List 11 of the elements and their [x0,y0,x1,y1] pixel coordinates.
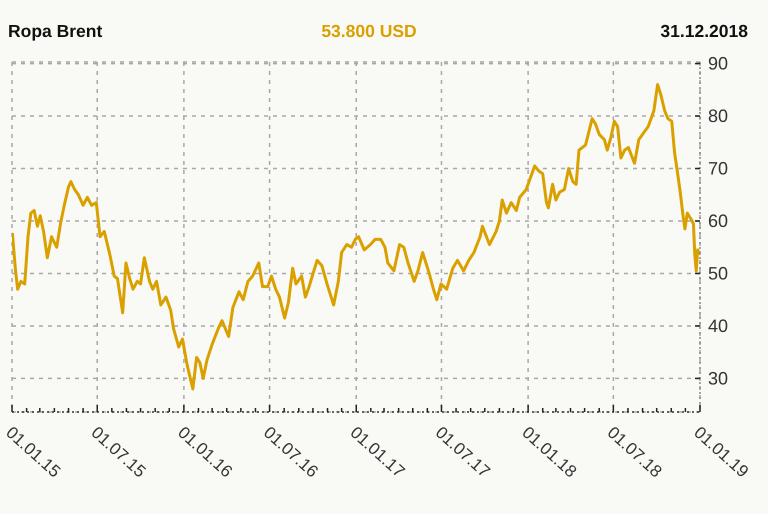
chart-subtitle: 53.800 USD [320,21,418,41]
y-tick-label: 60 [708,210,728,231]
y-tick-label: 80 [708,106,728,126]
text: 31.12.2018 [660,21,748,41]
line-series [12,83,700,390]
y-tick-label: 70 [708,158,728,179]
y-tick-label: 90 [708,54,728,74]
y-tick-label: 30 [708,368,728,388]
y-tick-label: 50 [708,263,728,284]
y-tick-label: 40 [708,316,728,336]
chart-title: Ropa Brent [8,21,102,41]
